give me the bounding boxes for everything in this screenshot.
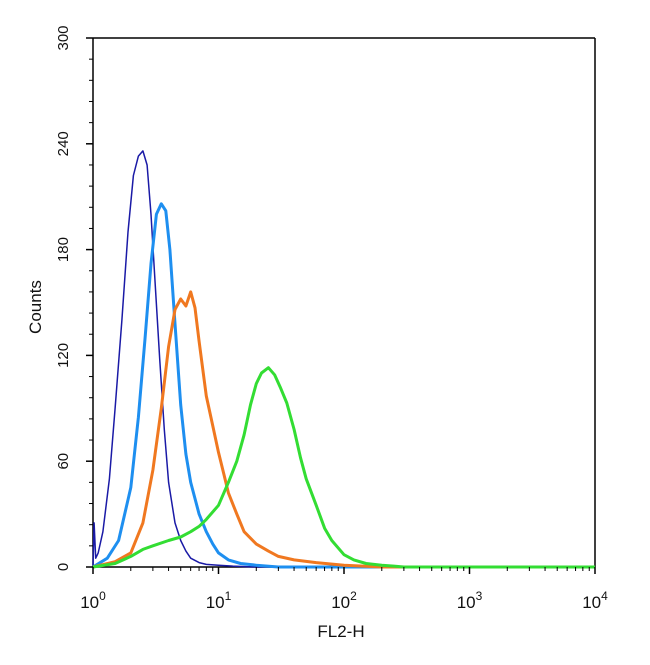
y-tick-label: 0: [55, 563, 72, 571]
y-tick-label: 180: [55, 237, 72, 262]
x-tick-label: 104: [582, 589, 608, 612]
x-axis-label: FL2-H: [317, 622, 364, 641]
x-tick-label: 103: [457, 589, 483, 612]
y-ticks: 0 60 120 180 240 300: [55, 25, 93, 571]
x-tick-label: 101: [206, 589, 232, 612]
series-line-2: [92, 202, 595, 569]
x-tick-label: 100: [80, 589, 106, 612]
plot-frame: [92, 37, 596, 568]
series-line-3: [92, 290, 595, 569]
series-line-4: [92, 366, 595, 569]
y-tick-label: 240: [55, 131, 72, 156]
series-layer: [92, 150, 595, 569]
y-axis-label: Counts: [26, 280, 45, 334]
x-ticks: 100 101 102 103 104: [80, 567, 608, 612]
y-tick-label: 60: [55, 453, 72, 470]
x-tick-label: 102: [331, 589, 357, 612]
y-tick-label: 120: [55, 343, 72, 368]
y-tick-label: 300: [55, 25, 72, 50]
